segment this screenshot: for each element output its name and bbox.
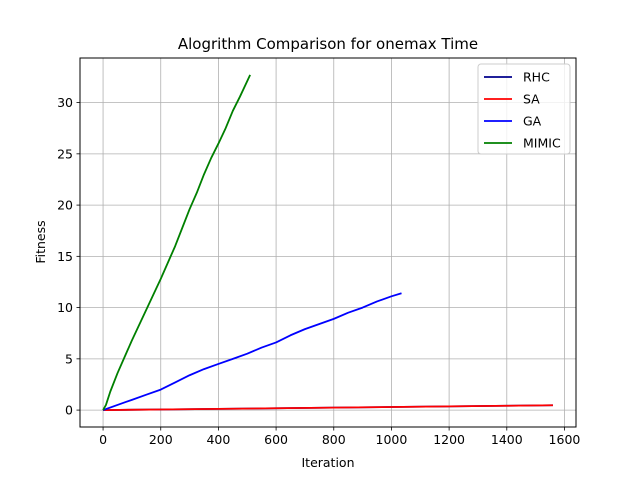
axes-frame (79, 57, 577, 428)
legend-label: GA (523, 114, 542, 129)
x-tick-label: 800 (322, 432, 346, 447)
x-tick-label: 1000 (376, 432, 408, 447)
y-tick-label: 5 (65, 351, 73, 366)
x-axis-label: Iteration (301, 455, 354, 470)
series-line-sa (103, 404, 553, 411)
y-tick-label: 20 (57, 198, 73, 213)
y-axis-label: Fitness (33, 220, 48, 263)
y-axis: 0 5 10 15 20 25 30 (57, 95, 80, 418)
x-tick-label: 1400 (491, 432, 523, 447)
legend-label: RHC (523, 70, 550, 85)
legend: RHC SA GA MIMIC (477, 63, 571, 155)
x-axis: 0 200 400 600 800 1000 1200 1400 1600 (99, 427, 580, 447)
series-line-mimic (102, 74, 251, 411)
plot-area (102, 74, 553, 411)
legend-label: SA (523, 92, 540, 107)
legend-label: MIMIC (523, 136, 561, 151)
chart-title: Alogrithm Comparison for onemax Time (178, 35, 478, 53)
series-line-ga (102, 292, 402, 411)
x-tick-label: 1600 (549, 432, 581, 447)
y-tick-label: 30 (57, 95, 73, 110)
y-tick-label: 10 (57, 300, 73, 315)
y-tick-label: 25 (57, 146, 73, 161)
x-tick-label: 0 (99, 432, 107, 447)
y-tick-label: 15 (57, 249, 73, 264)
legend-box (477, 63, 571, 155)
x-tick-label: 400 (206, 432, 230, 447)
y-tick-label: 0 (65, 403, 73, 418)
x-tick-label: 600 (264, 432, 288, 447)
x-tick-label: 200 (149, 432, 173, 447)
x-tick-label: 1200 (433, 432, 465, 447)
